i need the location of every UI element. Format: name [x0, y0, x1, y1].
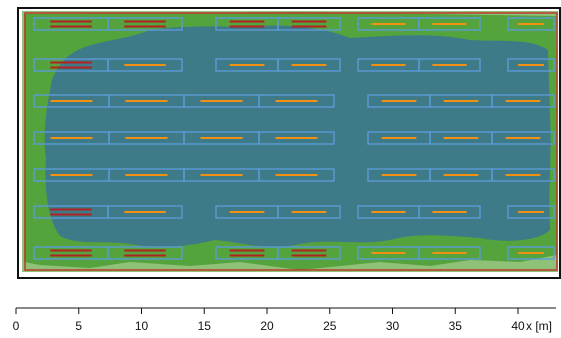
scale-axis: 0 5 10 15 20 25 30 35 40 x [m]	[13, 307, 556, 333]
scale-tick-label: 40	[511, 319, 525, 333]
grid-cell	[107, 205, 183, 219]
scale-tick-label: 35	[449, 319, 463, 333]
mounting-grid	[33, 17, 555, 260]
grid-cell	[277, 58, 341, 72]
grid-cell	[507, 205, 555, 219]
grid-cell	[277, 17, 341, 31]
scale-tick-label: 15	[198, 319, 212, 333]
scale-tick-label: 10	[135, 319, 149, 333]
scale-tick-label: 30	[386, 319, 400, 333]
scale-unit-label: x [m]	[526, 319, 552, 333]
scale-tick-label: 25	[323, 319, 337, 333]
grid-cell	[491, 131, 555, 145]
grid-cell	[107, 17, 183, 31]
grid-cell	[491, 168, 555, 182]
scale-tick-label: 0	[13, 319, 20, 333]
grid-cell	[418, 205, 481, 219]
grid-cell	[507, 17, 555, 31]
scale-ticks: 0 5 10 15 20 25 30 35 40 x [m]	[13, 308, 552, 333]
grid-cell	[418, 17, 481, 31]
site-boundary	[24, 12, 558, 271]
grid-cell	[277, 246, 341, 260]
grid-cell	[258, 131, 335, 145]
grid-cell	[258, 94, 335, 108]
grid-cell	[258, 168, 335, 182]
grid-cell	[107, 58, 183, 72]
grid-cell	[277, 205, 341, 219]
scale-tick-label: 20	[260, 319, 274, 333]
grid-cell	[507, 246, 555, 260]
grid-cell	[418, 58, 481, 72]
scale-tick-label: 5	[75, 319, 82, 333]
grid-cell	[491, 94, 555, 108]
grid-cell	[107, 246, 183, 260]
grid-cell	[507, 58, 555, 72]
water-area	[44, 25, 551, 248]
grid-cell	[418, 246, 481, 260]
